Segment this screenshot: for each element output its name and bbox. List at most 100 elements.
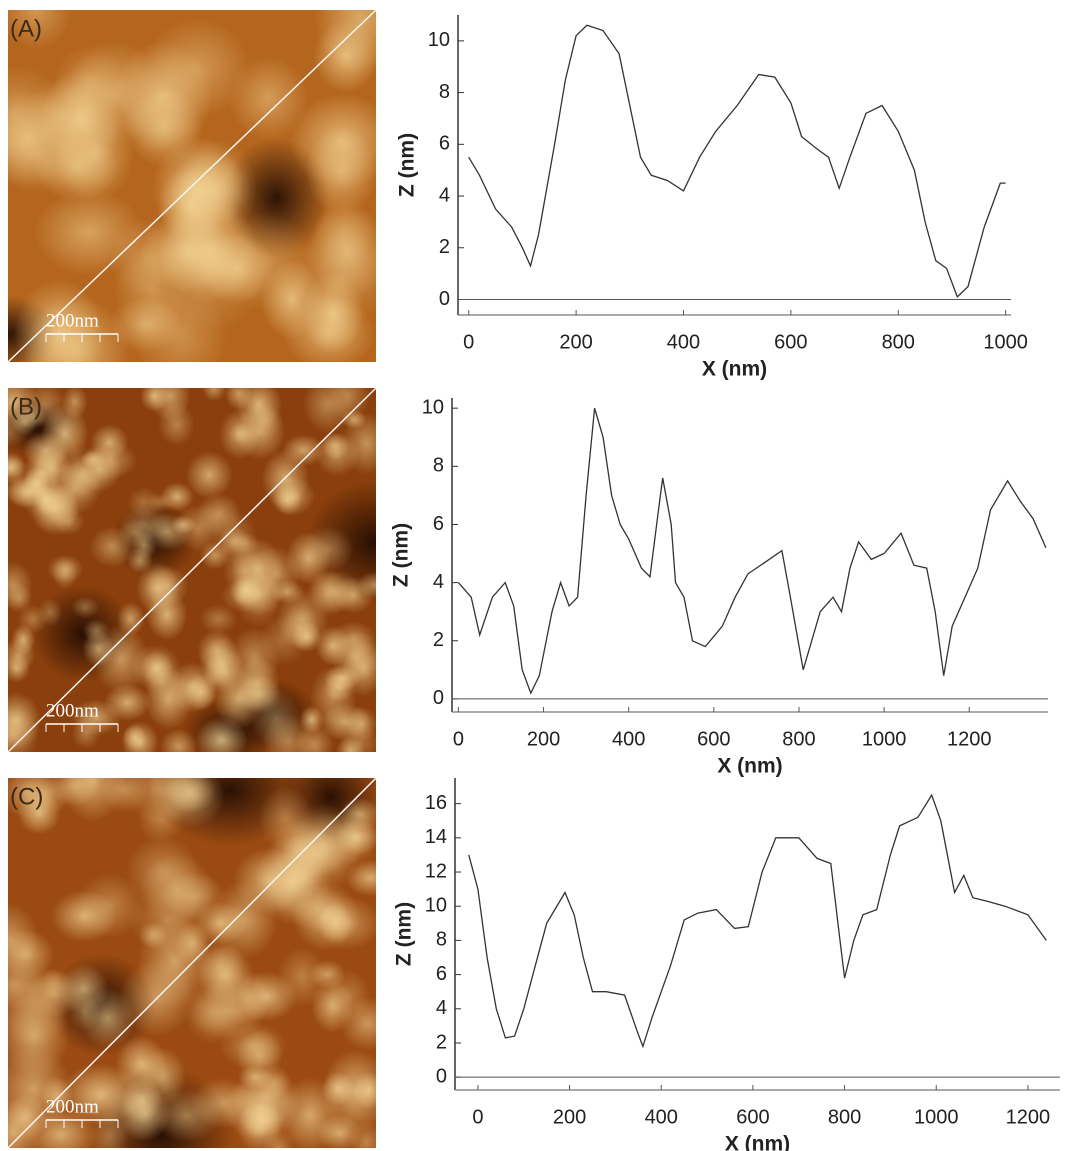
grain xyxy=(126,547,153,574)
grain xyxy=(66,40,164,146)
x-tick-label: 600 xyxy=(774,331,807,353)
grain xyxy=(228,56,309,141)
x-axis-label: X (nm) xyxy=(702,358,767,381)
x-tick-label: 1000 xyxy=(983,331,1028,353)
grain xyxy=(219,408,260,460)
grain xyxy=(184,673,218,711)
grain xyxy=(197,233,276,304)
grain xyxy=(357,571,376,599)
grain xyxy=(261,1127,295,1148)
grain xyxy=(330,630,376,683)
grain xyxy=(8,388,39,432)
afm-image xyxy=(8,10,376,362)
profile-line xyxy=(8,388,376,752)
grain xyxy=(321,1048,376,1134)
grain xyxy=(34,133,119,201)
grain xyxy=(313,196,375,272)
grain xyxy=(224,970,271,1026)
grain xyxy=(19,469,64,519)
grain xyxy=(273,484,303,516)
y-axis-label: Z (nm) xyxy=(393,902,416,966)
grain xyxy=(255,835,332,926)
profile-line xyxy=(8,778,376,1148)
grain xyxy=(171,138,258,239)
x-tick-label: 1200 xyxy=(947,728,992,750)
x-tick-label: 400 xyxy=(667,331,700,353)
grain xyxy=(46,554,84,584)
grain xyxy=(185,451,233,500)
grain xyxy=(256,1065,292,1099)
grain xyxy=(139,852,215,927)
grain xyxy=(148,388,191,422)
grain xyxy=(160,728,198,752)
grain xyxy=(8,654,31,683)
x-tick-label: 600 xyxy=(697,728,730,750)
grain xyxy=(201,388,227,402)
grain xyxy=(60,1063,141,1127)
grain xyxy=(260,259,325,340)
profile-line xyxy=(8,10,376,362)
grain xyxy=(71,596,100,619)
grain xyxy=(170,515,197,535)
grain xyxy=(61,388,88,420)
scale-bar-label: 200nm xyxy=(46,700,99,721)
x-tick-label: 1000 xyxy=(914,1106,959,1128)
grain xyxy=(327,969,371,1023)
grain xyxy=(211,510,258,566)
grain xyxy=(103,683,151,722)
y-tick-label: 8 xyxy=(433,455,444,477)
y-tick-label: 2 xyxy=(436,1031,447,1053)
y-tick-label: 6 xyxy=(436,963,447,985)
grain xyxy=(89,526,136,568)
y-tick-label: 10 xyxy=(425,895,447,917)
grain xyxy=(152,1089,221,1142)
y-axis-label: Z (nm) xyxy=(396,133,419,197)
panel-label: (C) xyxy=(10,783,43,810)
grain xyxy=(327,388,370,422)
grain xyxy=(314,432,360,477)
grain xyxy=(199,604,238,634)
scale-bar-label: 200nm xyxy=(46,1096,99,1117)
grain xyxy=(24,296,130,362)
x-tick-label: 0 xyxy=(472,1106,483,1128)
grain xyxy=(193,901,247,945)
y-tick-label: 8 xyxy=(436,929,447,951)
grain xyxy=(122,724,147,751)
panel-label: (A) xyxy=(10,15,42,42)
grain xyxy=(228,627,280,690)
y-axis-label: Z (nm) xyxy=(390,523,413,587)
y-tick-label: 0 xyxy=(433,687,444,709)
grain xyxy=(8,583,33,614)
scale-bar-label: 200nm xyxy=(46,310,99,331)
grain xyxy=(138,921,169,949)
grain xyxy=(303,526,354,572)
grain xyxy=(82,630,115,667)
x-axis-label: X (nm) xyxy=(717,755,782,778)
grain xyxy=(348,1120,376,1148)
grain xyxy=(305,127,376,215)
y-tick-label: 10 xyxy=(428,29,450,51)
grain xyxy=(52,507,85,536)
x-tick-label: 1200 xyxy=(1006,1106,1051,1128)
grain xyxy=(11,624,36,656)
x-tick-label: 400 xyxy=(645,1106,678,1128)
y-tick-label: 8 xyxy=(439,81,450,103)
grain xyxy=(119,505,173,544)
profile xyxy=(457,408,1047,695)
grain xyxy=(315,896,376,951)
grain xyxy=(8,705,40,752)
x-tick-label: 0 xyxy=(463,331,474,353)
grain xyxy=(8,778,57,819)
grain xyxy=(319,703,371,741)
x-tick-label: 1000 xyxy=(862,728,907,750)
y-tick-label: 16 xyxy=(425,792,447,814)
x-tick-label: 200 xyxy=(559,331,592,353)
x-tick-label: 200 xyxy=(527,728,560,750)
grain xyxy=(159,482,195,512)
grain xyxy=(353,1072,376,1110)
afm-image xyxy=(8,778,376,1148)
grain xyxy=(8,10,73,50)
